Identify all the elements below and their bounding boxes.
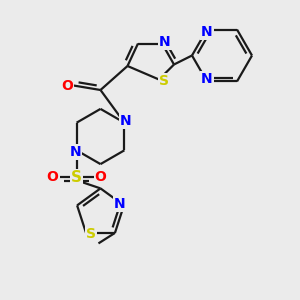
Text: N: N xyxy=(114,197,125,211)
Text: O: O xyxy=(61,79,73,92)
Text: N: N xyxy=(201,25,213,39)
Text: S: S xyxy=(86,227,96,242)
Text: N: N xyxy=(201,72,213,86)
Text: O: O xyxy=(95,170,106,184)
Text: N: N xyxy=(69,145,81,159)
Text: S: S xyxy=(158,74,169,88)
Text: O: O xyxy=(47,170,58,184)
Text: N: N xyxy=(120,114,132,128)
Text: S: S xyxy=(71,170,82,185)
Text: N: N xyxy=(159,35,171,49)
